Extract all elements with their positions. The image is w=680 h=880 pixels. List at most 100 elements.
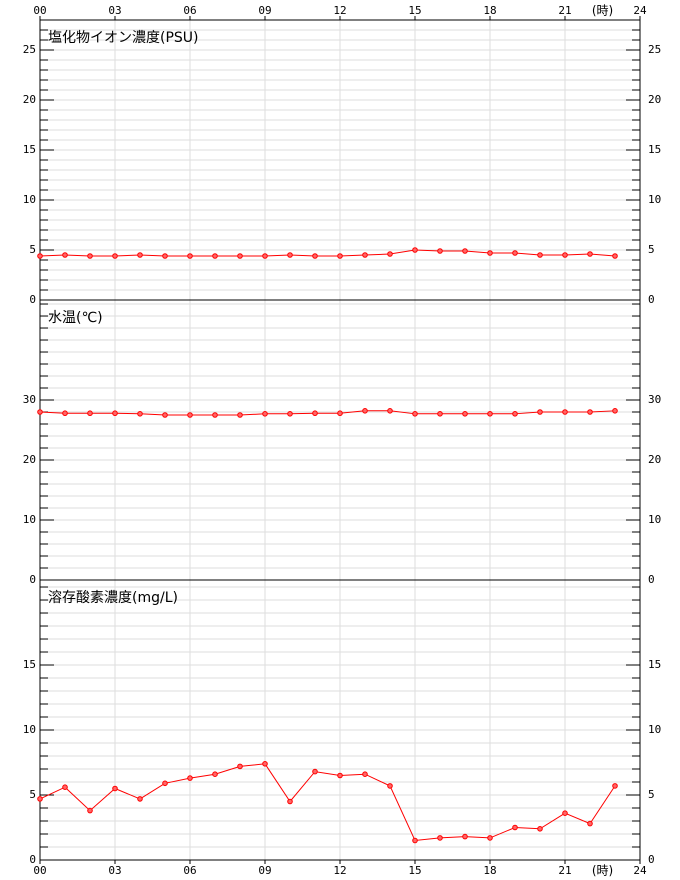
y-tick-label: 10 — [23, 193, 36, 206]
point — [237, 412, 243, 418]
point — [512, 411, 518, 417]
point — [387, 783, 393, 789]
y-tick-label: 30 — [23, 393, 36, 406]
point — [337, 772, 343, 779]
point — [62, 784, 68, 791]
point — [412, 411, 418, 417]
point — [212, 253, 218, 259]
y-tick-label: 20 — [23, 453, 36, 466]
y-tick-label: 15 — [648, 658, 661, 671]
y-tick-label: 10 — [23, 513, 36, 526]
point — [312, 410, 318, 417]
point — [37, 796, 43, 802]
y-tick-label: 0 — [648, 293, 655, 306]
x-tick-label: 24 — [633, 864, 647, 877]
point — [612, 408, 618, 414]
series-line — [39, 763, 616, 842]
point — [612, 253, 618, 259]
y-tick-label: 10 — [648, 193, 661, 206]
point — [37, 409, 43, 415]
y-tick-label: 0 — [648, 853, 655, 866]
x-tick-label: 18 — [483, 864, 496, 877]
y-tick-label: 15 — [23, 143, 36, 156]
y-tick-label: 10 — [648, 513, 661, 526]
x-tick-label: 21 — [558, 864, 571, 877]
y-tick-label: 0 — [648, 573, 655, 586]
point — [462, 833, 468, 840]
point — [112, 410, 118, 417]
point — [137, 252, 143, 258]
point — [487, 411, 493, 417]
point — [412, 247, 418, 253]
point — [287, 252, 293, 258]
point — [312, 768, 318, 775]
point — [262, 253, 268, 259]
panel-title: 塩化物イオン濃度(PSU) — [48, 30, 199, 46]
panel-title: 水温(℃) — [48, 310, 103, 326]
point — [337, 410, 343, 417]
point — [437, 835, 443, 841]
y-tick-label: 5 — [648, 788, 655, 801]
point — [562, 810, 568, 817]
x-tick-label: 00 — [33, 4, 46, 17]
point — [62, 410, 68, 417]
point — [512, 824, 518, 831]
point — [162, 412, 168, 418]
point — [262, 761, 268, 767]
y-tick-label: 0 — [29, 853, 36, 866]
point — [537, 252, 543, 258]
x-tick-label: 00 — [33, 864, 46, 877]
point — [387, 408, 393, 414]
y-tick-label: 15 — [648, 143, 661, 156]
point — [362, 408, 368, 414]
x-tick-label: 18 — [483, 4, 496, 17]
x-tick-label: 12 — [333, 864, 346, 877]
point — [462, 248, 468, 254]
y-tick-label: 5 — [29, 243, 36, 256]
point — [437, 248, 443, 254]
point — [87, 807, 93, 814]
x-tick-label: 15 — [408, 4, 421, 17]
x-unit: (時) — [592, 864, 613, 878]
series-line — [39, 410, 616, 416]
x-tick-label: 21 — [558, 4, 571, 17]
point — [487, 250, 493, 256]
point — [212, 771, 218, 778]
point — [137, 411, 143, 417]
point — [387, 251, 393, 257]
point — [587, 251, 593, 257]
point — [237, 763, 243, 770]
point — [237, 253, 243, 259]
point — [462, 411, 468, 417]
x-tick-label: 03 — [108, 864, 121, 877]
point — [537, 826, 543, 832]
x-tick-label: 24 — [633, 4, 647, 17]
point — [112, 253, 118, 259]
x-tick-label: 03 — [108, 4, 121, 17]
point — [487, 835, 493, 841]
y-tick-label: 10 — [23, 723, 36, 736]
x-tick-label: 12 — [333, 4, 346, 17]
point — [262, 411, 268, 417]
y-tick-label: 30 — [648, 393, 661, 406]
point — [562, 409, 568, 415]
x-unit: (時) — [592, 4, 613, 18]
y-tick-label: 15 — [23, 658, 36, 671]
point — [287, 411, 293, 417]
y-tick-label: 20 — [648, 453, 661, 466]
x-tick-label: 15 — [408, 864, 421, 877]
point — [112, 785, 118, 792]
y-tick-label: 20 — [648, 93, 661, 106]
point — [162, 253, 168, 259]
point — [362, 771, 368, 778]
point — [287, 798, 293, 805]
point — [87, 410, 93, 417]
y-tick-label: 0 — [29, 573, 36, 586]
point — [187, 775, 193, 781]
y-tick-label: 25 — [23, 43, 36, 56]
y-tick-label: 5 — [648, 243, 655, 256]
point — [162, 780, 168, 787]
point — [437, 411, 443, 417]
